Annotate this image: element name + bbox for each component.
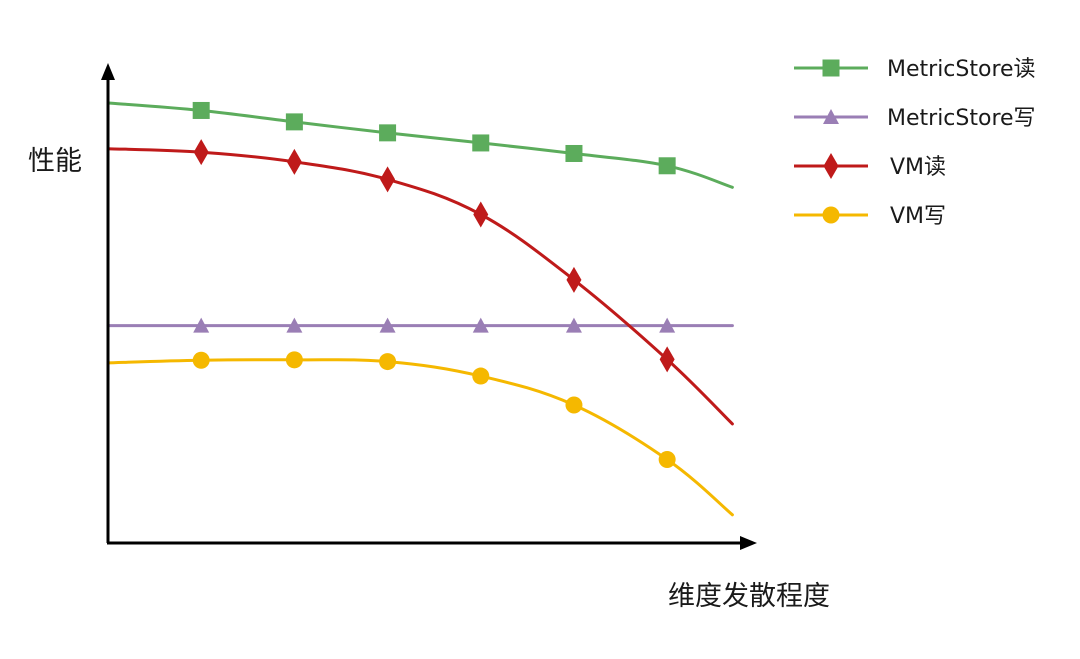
plot-area [106,101,734,517]
data-point [472,317,489,333]
legend-item: MetricStore写 [794,106,1036,131]
legend-marker [822,206,840,224]
legend-marker [822,59,840,77]
data-point [565,317,582,333]
data-point [379,317,396,333]
y-axis-arrow [101,63,115,80]
data-point [658,157,676,175]
data-point [379,124,397,142]
legend-label: VM读 [890,155,946,180]
data-point [659,317,676,333]
data-point [192,101,210,119]
data-point [379,353,397,371]
data-point [286,317,303,333]
data-point [566,266,582,293]
data-point [285,351,303,369]
data-point [193,317,210,333]
series-1 [106,317,734,333]
legend-item: MetricStore读 [794,57,1036,82]
axes: 性能 维度发散程度 [28,63,830,612]
legend-label: MetricStore读 [887,57,1036,82]
legend-label: MetricStore写 [887,106,1036,131]
data-point [193,139,209,166]
series-line [106,358,734,517]
x-axis-title: 维度发散程度 [668,581,830,612]
data-point [659,346,675,373]
legend: MetricStore读 MetricStore写 VM读 VM写 [794,57,1036,229]
data-point [565,396,583,414]
data-point [565,144,583,162]
data-point [658,450,676,468]
x-axis-arrow [740,536,757,550]
data-point [472,367,490,385]
data-point [285,113,303,131]
y-axis-title: 性能 [28,146,82,177]
data-point [473,201,489,228]
data-point [286,148,302,175]
series-0 [106,101,734,189]
series-line [106,147,734,426]
data-point [192,351,210,369]
legend-marker [823,109,839,124]
data-point [472,134,490,152]
legend-item: VM读 [794,153,946,180]
legend-marker [823,153,839,179]
legend-item: VM写 [794,204,946,229]
series-2 [106,139,734,426]
series-3 [106,351,734,517]
legend-label: VM写 [890,204,946,229]
data-point [380,166,396,193]
